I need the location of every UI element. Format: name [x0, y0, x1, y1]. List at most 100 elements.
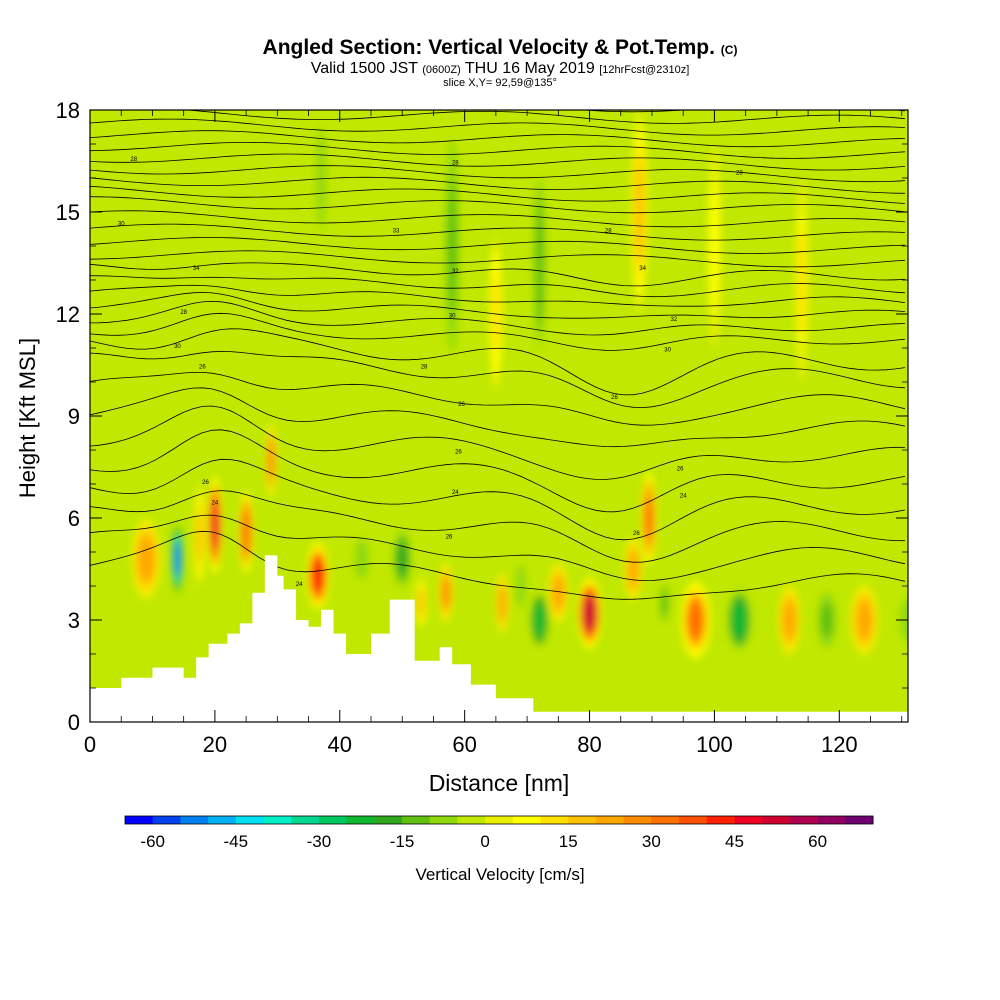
contour-labels: 26 24 24 26 24 26 26 28 30 32 33 28 28 30 34 28 30 26 28 34… [118, 157, 744, 588]
contour-label: 32 [452, 269, 459, 275]
contour-label: 26 [458, 402, 465, 408]
isentrope-line [90, 514, 905, 582]
velocity-cell [447, 179, 457, 313]
velocity-cell [210, 499, 219, 550]
velocity-cell [820, 602, 833, 638]
colorbar-tick-label: -60 [140, 832, 165, 851]
contour-label: 26 [455, 449, 462, 455]
colorbar-swatch [235, 816, 265, 824]
velocity-cell [552, 576, 564, 609]
velocity-cell [312, 558, 324, 594]
forecast-info: [12hrFcst@2310z] [599, 64, 690, 76]
y-tick-label: 18 [56, 98, 80, 123]
velocity-cell [644, 494, 653, 542]
x-tick-label: 120 [821, 732, 858, 757]
y-tick-label: 9 [68, 404, 80, 429]
isentrope-line [90, 237, 905, 254]
colorbar-tick-label: 30 [642, 832, 661, 851]
isentrope-line [90, 262, 905, 287]
isentrope-line [90, 41, 905, 57]
velocity-cell [628, 551, 638, 587]
contour-label: 24 [212, 500, 219, 506]
velocity-cell [196, 508, 203, 562]
contour-label: 33 [393, 228, 400, 234]
x-tick-label: 0 [84, 732, 96, 757]
velocity-cell [635, 158, 644, 266]
velocity-cell [534, 604, 545, 636]
isentrope-line [90, 196, 905, 214]
contour-label: 28 [452, 160, 459, 166]
contour-label: 28 [130, 157, 137, 163]
colorbar-swatch [651, 816, 680, 824]
isentrope-line [90, 350, 905, 409]
velocity-cell [138, 537, 154, 581]
isentrope-line [90, 312, 905, 351]
contour-label: 26 [199, 364, 206, 370]
chart-subtitle: Valid 1500 JST (0600Z) THU 16 May 2019 [… [0, 60, 1000, 78]
isentrope-line [90, 458, 905, 541]
y-tick-label: 6 [68, 506, 80, 531]
y-tick-label: 3 [68, 608, 80, 633]
x-tick-label: 20 [203, 732, 227, 757]
contour-label: 30 [118, 222, 125, 228]
isentrope-line [90, 165, 905, 183]
colorbar-swatch [208, 816, 237, 824]
isentrope-line [90, 405, 905, 480]
velocity-cell [856, 601, 872, 639]
contour-label: 28 [421, 364, 428, 370]
chart-title: Angled Section: Vertical Velocity & Pot.… [0, 36, 1000, 60]
isentrope-line [90, 387, 905, 448]
isentrope-line [90, 185, 905, 204]
contour-label: 26 [611, 395, 618, 401]
isentrope-line [182, 110, 905, 124]
colorbar-swatch [595, 816, 625, 824]
colorbar-swatch [679, 816, 708, 824]
velocity-cell [783, 601, 796, 639]
velocity-cell [609, 554, 620, 584]
contour-label: 28 [736, 171, 743, 177]
isentrope-line [90, 490, 905, 563]
plot-area: 26 24 24 26 24 26 26 28 30 32 33 28 28 30 34 28 30 26 28 34… [90, 18, 908, 722]
isentrope-line [90, 291, 905, 319]
velocity-cell [798, 226, 806, 334]
velocity-cell [442, 576, 450, 609]
velocity-cell [516, 568, 525, 604]
contour-label: 26 [633, 531, 640, 537]
isentrope-line [90, 328, 905, 396]
colorbar-swatch [512, 816, 542, 824]
isentrope-line [90, 284, 905, 307]
colorbar-tick-label: 45 [725, 832, 744, 851]
isentrope-line [90, 18, 905, 34]
colorbar-swatch [845, 816, 874, 824]
colorbar-tick-label: -45 [224, 832, 249, 851]
colorbar-swatch [623, 816, 652, 824]
colorbar-swatch [180, 816, 209, 824]
terrain [90, 555, 908, 722]
valid-utc: (0600Z) [422, 64, 461, 76]
velocity-cell [535, 196, 544, 330]
isentrope-line [90, 142, 905, 159]
isentrope-line [90, 250, 905, 268]
colorbar-swatch [540, 816, 569, 824]
colorbar-swatch [485, 816, 514, 824]
contour-label: 30 [449, 313, 456, 319]
colorbar-tick-label: 60 [808, 832, 827, 851]
isentrope-line [90, 130, 905, 148]
contour-label: 26 [677, 466, 684, 472]
x-tick-label: 80 [577, 732, 601, 757]
colorbar-label: Vertical Velocity [cm/s] [415, 865, 584, 884]
velocity-cell [710, 192, 719, 300]
isentrope-line [90, 176, 905, 194]
isentrope-line [90, 85, 905, 102]
colorbar-tick-label: 15 [559, 832, 578, 851]
isentrope-line [90, 76, 905, 92]
velocity-cell [732, 601, 747, 639]
colorbar-swatch [374, 816, 403, 824]
isentrope-line [90, 53, 905, 69]
colorbar-tick-label: 0 [480, 832, 489, 851]
velocity-cell [174, 540, 181, 578]
slice-info: slice X,Y= 92,59@135° [443, 77, 557, 89]
isentrope-line [90, 223, 905, 241]
contour-label: 34 [639, 266, 646, 272]
